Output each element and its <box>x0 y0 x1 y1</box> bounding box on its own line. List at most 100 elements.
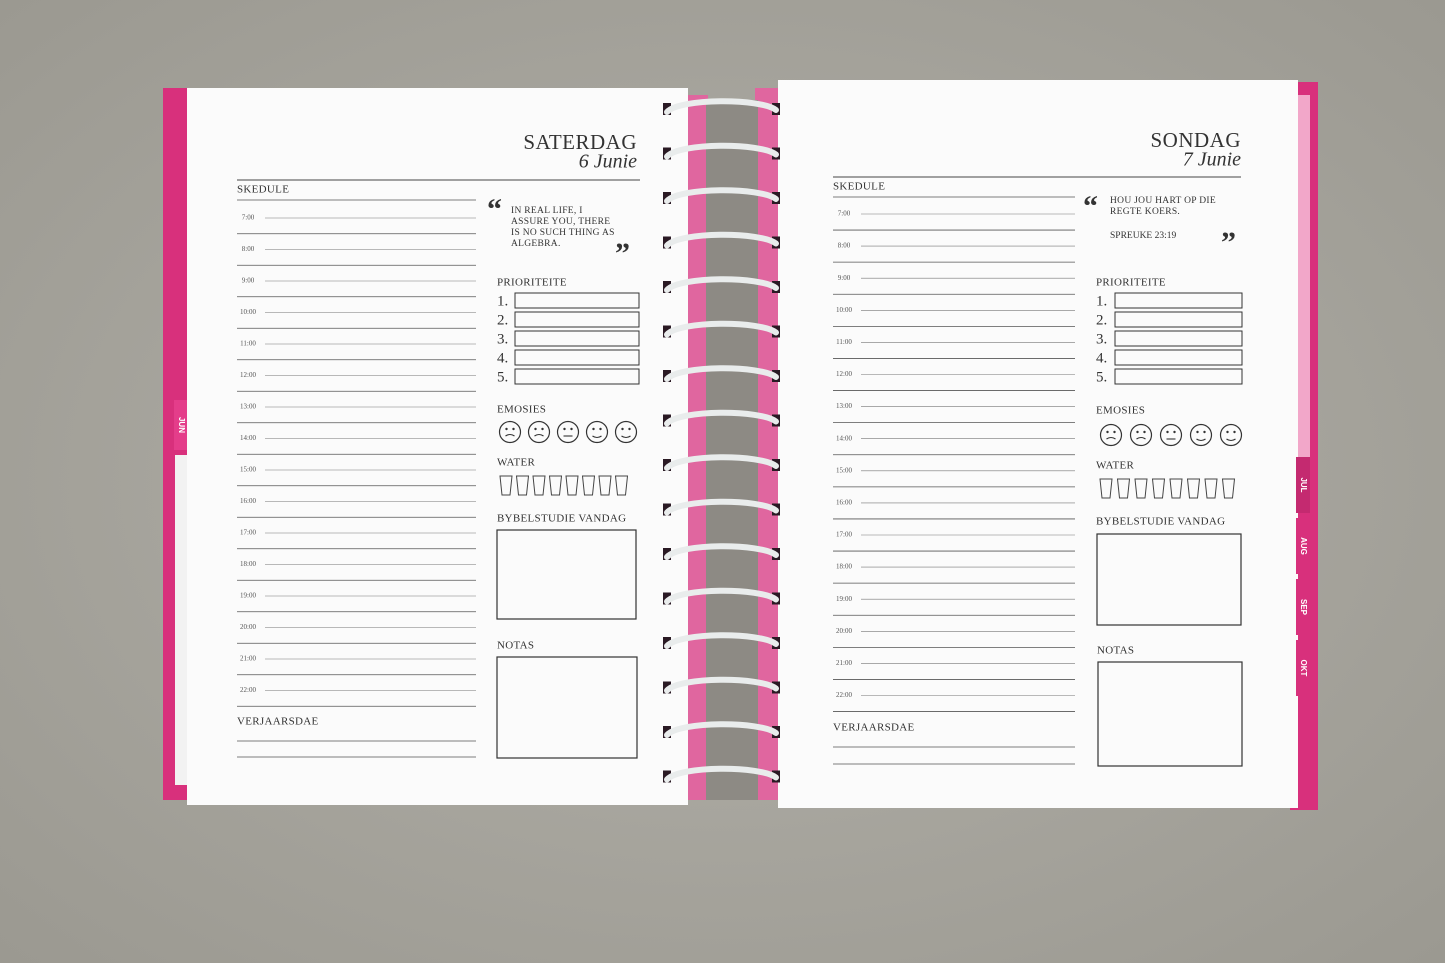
time-label: 19:00 <box>240 592 256 600</box>
time-label: 22:00 <box>836 691 852 699</box>
face-eye <box>1233 430 1236 434</box>
face-mouth <box>1136 436 1146 440</box>
face-mouth <box>1106 436 1116 440</box>
quote: IN REAL LIFE, I ASSURE YOU, THERE IS NO … <box>511 206 615 249</box>
emotion-face <box>1129 423 1153 447</box>
priority-box <box>1114 330 1243 347</box>
time-label: 18:00 <box>836 563 852 571</box>
time-label: 18:00 <box>240 560 256 568</box>
time-label: 13:00 <box>240 403 256 411</box>
face-eye <box>1173 430 1176 434</box>
priority-box <box>514 349 640 366</box>
face-mouth <box>1196 438 1206 442</box>
month-tab <box>1296 457 1310 513</box>
emotion-face <box>1099 423 1123 447</box>
face-eye <box>1113 430 1116 434</box>
emotion-face <box>1189 423 1213 447</box>
priority-box <box>1114 311 1243 328</box>
spiral-ring <box>664 187 779 204</box>
water-cup <box>1099 478 1113 499</box>
face-eye <box>541 427 544 431</box>
emotion-face <box>614 420 638 444</box>
month-tab-label: JUN <box>177 417 186 433</box>
time-label: 16:00 <box>836 499 852 507</box>
time-label: 13:00 <box>836 402 852 410</box>
time-label: 10:00 <box>240 308 256 316</box>
day-name: SATERDAG <box>523 130 637 154</box>
face-mouth <box>592 435 602 439</box>
priorities-label: PRIORITEITE <box>497 277 567 289</box>
time-label: 21:00 <box>240 655 256 663</box>
bible-label: BYBELSTUDIE VANDAG <box>1096 516 1225 528</box>
water-cup <box>1169 478 1183 499</box>
priorities-label: PRIORITEITE <box>1096 277 1166 289</box>
water-cup <box>1221 478 1236 499</box>
face-mouth <box>534 433 544 437</box>
time-label: 17:00 <box>836 531 852 539</box>
month-tab <box>1296 640 1310 696</box>
face-eye <box>505 427 508 431</box>
face-eye <box>570 427 573 431</box>
water-cup <box>1134 478 1148 499</box>
priority-box <box>514 292 640 309</box>
quote-mark: “ <box>487 193 502 226</box>
time-label: 7:00 <box>838 210 851 218</box>
face-eye <box>1166 430 1169 434</box>
spiral-ring <box>664 454 779 471</box>
left-page-edges <box>686 95 708 800</box>
priority-number: 4. <box>497 350 508 366</box>
time-label: 12:00 <box>836 370 852 378</box>
water-cup <box>1151 478 1166 499</box>
date: 7 Junie <box>1183 149 1241 171</box>
quote-mark: ” <box>615 237 630 270</box>
date: 6 Junie <box>579 151 637 173</box>
face-eye <box>563 427 566 431</box>
quote-mark: ” <box>1221 226 1236 259</box>
water-label: WATER <box>1096 460 1135 472</box>
notes-box <box>496 656 638 759</box>
birthdays-label: VERJAARSDAE <box>237 716 319 728</box>
quote: HOU JOU HART OP DIE REGTE KOERS. <box>1110 196 1216 217</box>
time-label: 19:00 <box>836 595 852 603</box>
time-label: 17:00 <box>240 529 256 537</box>
water-cup <box>581 475 596 496</box>
bible-label: BYBELSTUDIE VANDAG <box>497 513 626 525</box>
spiral-ring <box>664 231 779 249</box>
time-label: 14:00 <box>240 434 256 442</box>
priority-number: 1. <box>497 293 508 309</box>
face-eye <box>1143 430 1146 434</box>
right-page <box>778 80 1298 808</box>
month-tab-label: SEP <box>1299 599 1308 616</box>
month-tab <box>174 400 187 450</box>
spiral-ring <box>664 276 779 293</box>
priority-box <box>1114 368 1243 385</box>
face-eye <box>1106 430 1109 434</box>
water-cup <box>1116 478 1131 499</box>
face-mouth <box>1226 438 1236 442</box>
time-label: 8:00 <box>838 242 851 250</box>
bible-box <box>1096 533 1242 626</box>
spiral-ring <box>664 320 779 338</box>
time-label: 21:00 <box>836 659 852 667</box>
time-label: 9:00 <box>242 277 255 285</box>
face-eye <box>592 427 595 431</box>
notes-label: NOTAS <box>1097 645 1134 657</box>
face-mouth <box>621 435 631 439</box>
left-page-stack <box>175 455 187 785</box>
emotions-label: EMOSIES <box>1096 405 1145 417</box>
birthdays-label: VERJAARSDAE <box>833 722 915 734</box>
water-cup <box>614 475 629 496</box>
spiral-ring <box>664 365 779 382</box>
face-eye <box>599 427 602 431</box>
spiral-ring <box>664 721 779 738</box>
quote-box: HOU JOU HART OP DIE REGTE KOERS. <box>1110 196 1216 217</box>
notes-label: NOTAS <box>497 640 534 652</box>
time-label: 15:00 <box>240 466 256 474</box>
priority-box <box>1114 349 1243 366</box>
water-cup <box>598 475 612 496</box>
spiral-ring <box>664 587 779 605</box>
quote-mark: “ <box>1083 190 1098 223</box>
spiral-ring <box>664 142 779 160</box>
water-cup <box>548 475 563 496</box>
month-tab-label: AUG <box>1299 537 1308 555</box>
